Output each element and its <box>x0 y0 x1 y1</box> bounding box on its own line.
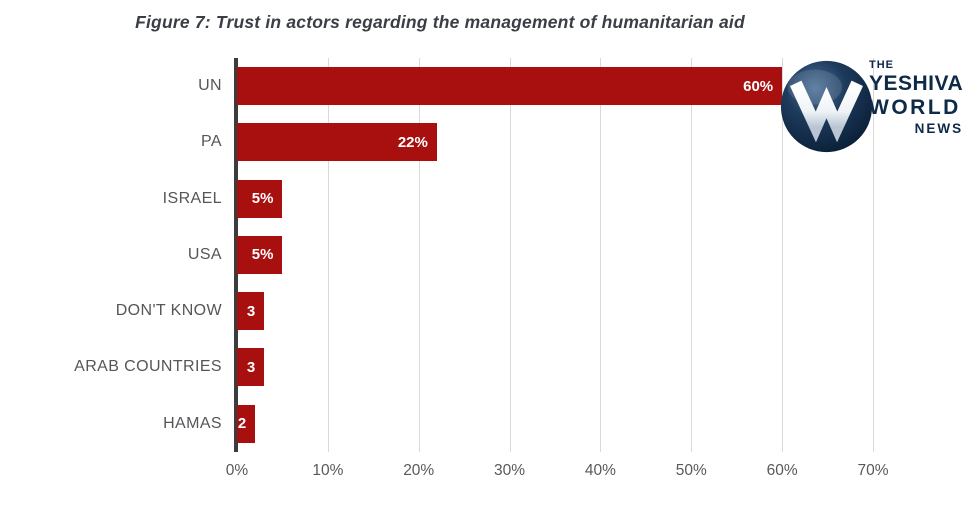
bar-track: 5% <box>237 179 873 218</box>
bar: 60% <box>237 67 783 106</box>
bar: 22% <box>237 123 437 162</box>
x-tick-label: 10% <box>312 462 344 479</box>
category-label: UN <box>198 77 222 95</box>
category-label: ARAB COUNTRIES <box>74 358 222 376</box>
bar-value-label: 3 <box>246 302 256 320</box>
chart-row: ARAB COUNTRIES 3 <box>0 339 968 395</box>
bar-track: 3 <box>237 348 873 387</box>
bar-track: 22% <box>237 123 873 162</box>
chart-row: ISRAEL 5% <box>0 171 968 227</box>
x-tick-label: 40% <box>584 462 616 479</box>
bar-value-label: 60% <box>743 77 774 95</box>
chart-rows: UN 60% PA 22% ISRAEL 5% USA 5% <box>0 58 968 452</box>
chart-row: PA 22% <box>0 114 968 170</box>
bar-value-label: 5% <box>251 246 274 264</box>
bar: 3 <box>237 292 265 331</box>
bar-track: 3 <box>237 292 873 331</box>
bar-value-label: 2 <box>237 415 247 433</box>
bar: 5% <box>237 179 283 218</box>
category-label: USA <box>187 245 222 263</box>
x-tick-label: 0% <box>225 462 249 479</box>
chart-row: HAMAS 2 <box>0 396 968 452</box>
x-tick-label: 20% <box>403 462 435 479</box>
x-tick-label: 70% <box>857 462 889 479</box>
logo-the: THE <box>869 59 894 71</box>
bar-track: 60% <box>237 67 873 106</box>
category-label: PA <box>201 133 222 151</box>
x-tick-label: 60% <box>766 462 798 479</box>
x-axis-ticks: 0% 10% 20% 30% 40% 50% 60% 70% <box>226 462 889 488</box>
category-label: DON'T KNOW <box>115 302 222 320</box>
bar-track: 2 <box>237 404 873 443</box>
category-label: HAMAS <box>163 414 222 432</box>
logo-globe-icon <box>780 60 873 153</box>
bar-value-label: 22% <box>397 133 428 151</box>
logo-yeshiva: YESHIVA <box>869 72 964 95</box>
bar: 3 <box>237 348 265 387</box>
logo-world: WORLD <box>869 96 961 119</box>
bar-value-label: 5% <box>251 190 274 208</box>
logo-news: NEWS <box>914 121 964 136</box>
chart-row: DON'T KNOW 3 <box>0 283 968 339</box>
logo-wordmark: THE YESHIVA WORLD NEWS <box>869 60 963 136</box>
category-label: ISRAEL <box>162 189 222 207</box>
chart-title: Figure 7: Trust in actors regarding the … <box>135 12 745 32</box>
x-tick-label: 50% <box>675 462 707 479</box>
x-tick-label: 30% <box>494 462 526 479</box>
chart-row: UN 60% <box>0 58 968 114</box>
bar-track: 5% <box>237 235 873 274</box>
bar: 2 <box>237 404 256 443</box>
bar-value-label: 3 <box>246 358 256 376</box>
chart-row: USA 5% <box>0 227 968 283</box>
bar-chart: UN 60% PA 22% ISRAEL 5% USA 5% <box>0 58 968 498</box>
yeshiva-world-news-logo: THE YESHIVA WORLD NEWS <box>778 56 968 155</box>
bar: 5% <box>237 235 283 274</box>
